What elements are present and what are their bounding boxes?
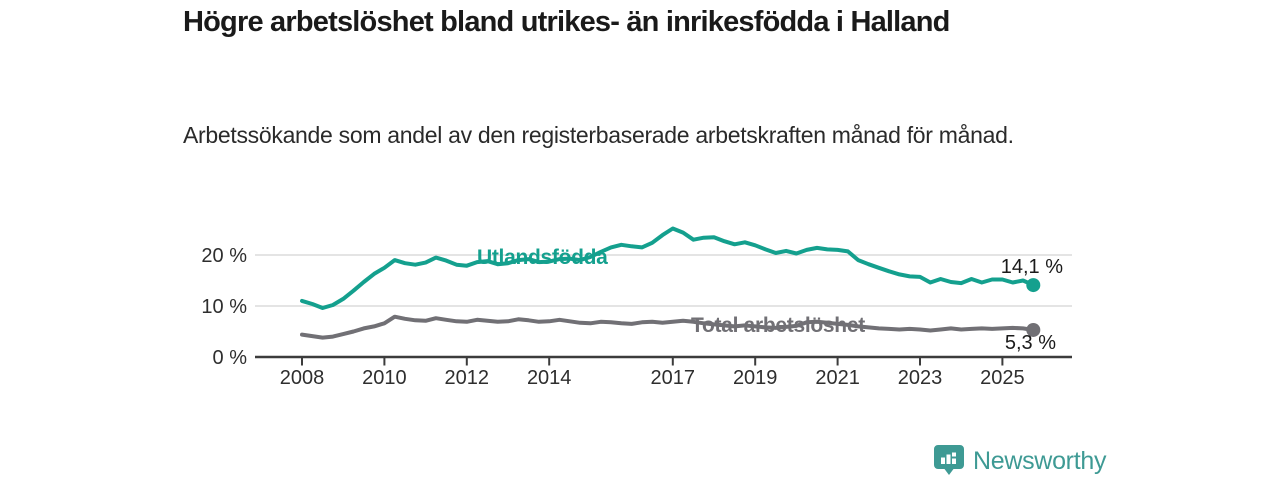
series-end-value-label: 14,1 % — [1001, 256, 1063, 278]
brand-footer: Newsworthy — [933, 444, 1106, 478]
y-axis-tick-label: 0 % — [213, 347, 248, 369]
series-line-total — [300, 314, 1036, 340]
series-end-dot — [1026, 278, 1041, 293]
y-axis-tick-label: 10 % — [201, 296, 247, 318]
series-line-utlandsfodda — [300, 226, 1036, 310]
x-axis-tick-label: 2021 — [815, 367, 860, 389]
x-axis-tick-label: 2014 — [527, 367, 572, 389]
x-axis-tick-label: 2017 — [651, 367, 696, 389]
x-axis-tick-label: 2023 — [898, 367, 943, 389]
x-axis-tick-label: 2012 — [445, 367, 490, 389]
series-end-dot — [1026, 322, 1041, 337]
series-end-value-label: 5,3 % — [1005, 332, 1056, 354]
y-axis-tick-label: 20 % — [201, 245, 247, 267]
brand-name: Newsworthy — [973, 446, 1107, 475]
series-label-total: Total arbetslöshet — [691, 314, 865, 337]
chart-title: Högre arbetslöshet bland utrikes- än inr… — [183, 6, 950, 38]
series-label-utlandsfodda: Utlandsfödda — [477, 246, 608, 269]
chart-subtitle: Arbetssökande som andel av den registerb… — [183, 122, 1014, 148]
x-axis-tick-label: 2025 — [980, 367, 1025, 389]
x-axis-tick-label: 2019 — [733, 367, 778, 389]
x-axis-tick-label: 2010 — [362, 367, 407, 389]
newsworthy-logo-icon — [934, 445, 964, 475]
x-axis-tick-label: 2008 — [280, 367, 325, 389]
